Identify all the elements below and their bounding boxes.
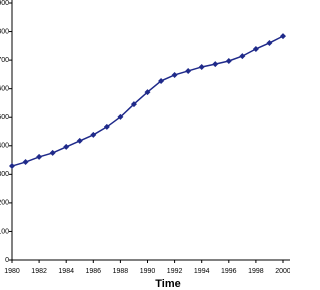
x-tick-label: 1990: [140, 268, 156, 275]
x-tick-label: 1994: [194, 268, 210, 275]
chart: Time 0 100 200 300 400 500 600 700 800 900 1980 198…: [0, 0, 290, 290]
x-tick-label: 1986: [86, 268, 102, 275]
x-tick-label: 1992: [167, 268, 183, 275]
data-point: [49, 149, 56, 156]
data-point: [225, 57, 232, 64]
y-tick-label: 200: [0, 200, 9, 207]
data-point: [117, 113, 124, 120]
data-point: [9, 163, 15, 170]
data-point: [90, 131, 97, 138]
x-axis-title: Time: [155, 278, 180, 290]
y-tick-label: 700: [0, 57, 9, 64]
x-tick-label: 2000: [275, 268, 290, 275]
y-tick-label: 300: [0, 171, 9, 178]
y-tick-label: 400: [0, 143, 9, 150]
data-point: [76, 137, 83, 144]
x-tick-label: 1998: [248, 268, 264, 275]
data-point: [185, 67, 192, 74]
y-tick-label: 600: [0, 86, 9, 93]
data-point: [239, 53, 246, 60]
data-point: [280, 33, 286, 40]
data-point: [22, 159, 29, 166]
x-tick-label: 1988: [113, 268, 129, 275]
data-point: [63, 143, 70, 150]
data-point: [130, 101, 137, 108]
x-tick-label: 1980: [4, 268, 20, 275]
data-point: [171, 71, 178, 78]
data-point: [212, 61, 219, 68]
y-tick-label: 800: [0, 28, 9, 35]
data-point: [36, 153, 43, 160]
y-tick-label: 100: [0, 228, 9, 235]
x-tick-label: 1982: [31, 268, 47, 275]
data-point: [266, 39, 273, 46]
data-point: [103, 123, 110, 130]
data-point: [252, 45, 259, 52]
data-point: [144, 89, 151, 96]
x-tick-label: 1996: [221, 268, 237, 275]
x-tick-label: 1984: [58, 268, 74, 275]
y-tick-label: 0: [5, 257, 9, 264]
y-tick-label: 500: [0, 114, 9, 121]
data-point: [198, 63, 205, 70]
data-point: [158, 77, 165, 84]
y-tick-label: 900: [0, 0, 9, 7]
